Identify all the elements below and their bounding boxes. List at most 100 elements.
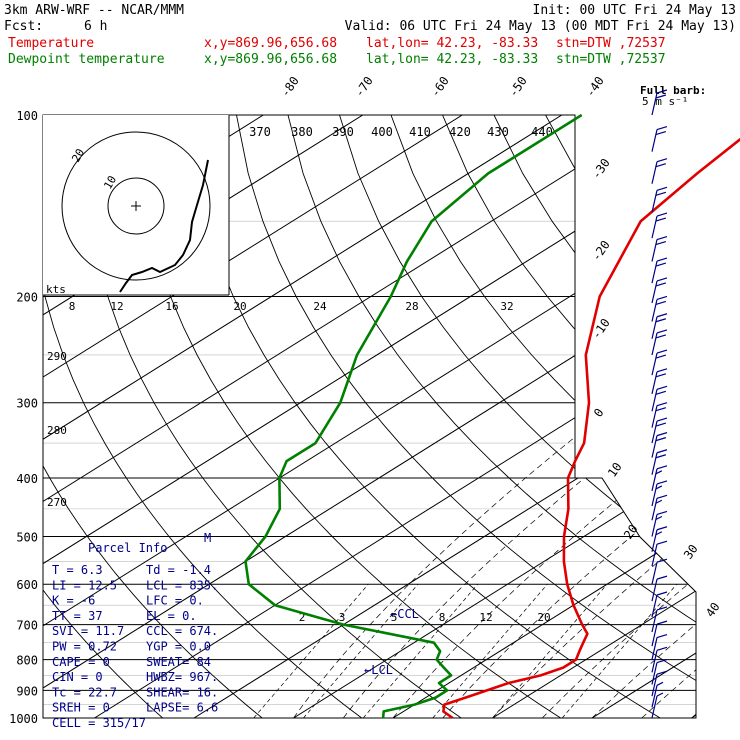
dewpoint-legend: Dewpoint temperature (8, 52, 165, 67)
moist-adiabat (492, 296, 696, 718)
pressure-tick-700: 700 (16, 619, 38, 633)
parcel-info-left: K = -6 (52, 594, 95, 608)
parcel-info-box: Parcel Info M T = 6.3 Td = -1.4 LI = 12.5 L… (52, 531, 218, 730)
hodograph-speed-tick: 20 (233, 300, 246, 313)
parcel-info-right: LCL = 835. (146, 578, 218, 592)
theta-label: 390 (332, 125, 354, 139)
parcel-info-right: Td = -1.4 (146, 563, 211, 577)
dry-adiabat (390, 115, 696, 718)
isotherm (43, 115, 563, 718)
mixing-ratio-line (561, 583, 677, 718)
parcel-info-right: LFC = 0. (146, 594, 204, 608)
theta-label: 370 (249, 125, 271, 139)
temperature-trace (442, 137, 740, 720)
mixing-ratio-line (303, 583, 419, 718)
wind-barb (651, 158, 668, 184)
wind-barb (651, 646, 668, 673)
wind-barb (651, 540, 668, 567)
hodograph-speed-tick: 32 (500, 300, 513, 313)
pressure-tick-500: 500 (16, 530, 38, 544)
moist-adiabat (343, 296, 696, 718)
wind-barb (651, 432, 668, 458)
pressure-tick-400: 400 (16, 472, 38, 486)
wind-barb (651, 385, 668, 412)
dry-adiabat (493, 115, 696, 718)
parcel-info-right: SWEAT= 84 (146, 655, 211, 669)
mixing-ratio-label: 3 (339, 611, 346, 624)
parcel-info-left: CELL = 315/17 (52, 716, 146, 730)
valid-time: Valid: 06 UTC Fri 24 May 13 (00 MDT Fri … (345, 19, 736, 34)
moist-adiabat (542, 296, 696, 718)
hodograph-origin (131, 201, 141, 211)
dry-adiabat (648, 115, 696, 718)
isotherm (43, 115, 696, 718)
pressure-tick-1000: 1000 (9, 712, 38, 726)
moist-adiabat (591, 296, 696, 718)
wind-barb (651, 186, 668, 213)
wind-barb (651, 212, 668, 239)
wind-barb (651, 449, 668, 475)
temperature-station: stn=DTW ,72537 (556, 36, 666, 51)
dry-adiabat (236, 115, 696, 718)
pressure-tick-100: 100 (16, 109, 38, 123)
hodograph-ring-outer (61, 131, 211, 281)
wind-legend-value: 5 m s⁻¹ (642, 95, 688, 108)
wind-barb (651, 465, 668, 491)
pressure-tick-600: 600 (16, 578, 38, 592)
wind-barb (651, 417, 668, 444)
isotherm (492, 115, 696, 718)
hodograph-ring-label-10: 10 (101, 174, 119, 192)
wind-barb (651, 235, 668, 262)
wind-barb (651, 277, 668, 304)
parcel-info-left: LI = 12.5 (52, 578, 117, 592)
isotherm-label-right: -20 (589, 238, 613, 264)
hodograph-speed-tick: 12 (110, 300, 123, 313)
isotherm-label-top: -40 (583, 74, 607, 100)
wind-barb (651, 257, 668, 284)
dewpoint-station: stn=DTW ,72537 (556, 52, 666, 67)
wind-barb (651, 681, 664, 708)
dry-adiabat (43, 115, 163, 718)
dry-adiabat (339, 115, 696, 718)
wind-barb (651, 480, 668, 507)
wind-barb (651, 670, 668, 697)
parcel-info-right: HWBZ= 967. (146, 670, 218, 684)
dry-adiabat (43, 115, 362, 718)
theta-label: 400 (371, 125, 393, 139)
temperature-latlon: lat,lon= 42.23, -83.33 (366, 36, 538, 51)
mixing-ratio-line (492, 583, 608, 718)
isotherm-label-top: -50 (506, 74, 530, 100)
parcel-info-right: SHEAR= 16. (146, 685, 218, 699)
plot-frame (42, 114, 697, 719)
isotherm-label-right: -30 (589, 156, 613, 182)
dry-adiabat (596, 115, 696, 718)
isotherm (691, 115, 696, 718)
wind-barb (651, 620, 668, 647)
dry-adiabat (442, 115, 696, 718)
parcel-info-right: LAPSE= 6.6 (146, 701, 218, 715)
dry-adiabat (43, 115, 263, 718)
hodograph-speed-tick: 8 (69, 300, 76, 313)
mixing-ratio-line (362, 583, 478, 718)
pressure-tick-300: 300 (16, 397, 38, 411)
isotherm-label-right: 30 (681, 542, 701, 562)
wind-barb (651, 295, 668, 322)
parcel-info-left: T = 6.3 (52, 563, 103, 577)
theta-label: 440 (531, 125, 553, 139)
mixing-ratio-label: 12 (479, 611, 492, 624)
wind-barb (651, 368, 668, 394)
isotherm (43, 115, 662, 718)
lcl-marker: ←LCL (364, 663, 393, 677)
mixing-ratio-line (253, 583, 369, 718)
isotherm-label-right: 10 (605, 460, 625, 480)
parcel-info-right: YGP = 0.0 (146, 640, 211, 654)
parcel-info-left: SVI = 11.7 (52, 624, 124, 638)
wind-barbs (651, 89, 668, 719)
parcel-info-right: CCL = 674. (146, 624, 218, 638)
parcel-info-left: CIN = 0 (52, 670, 103, 684)
parcel-info-right: EL = 0. (146, 609, 197, 623)
wind-barb (651, 494, 668, 521)
wind-barb (651, 313, 668, 339)
wind-barb (651, 510, 668, 537)
